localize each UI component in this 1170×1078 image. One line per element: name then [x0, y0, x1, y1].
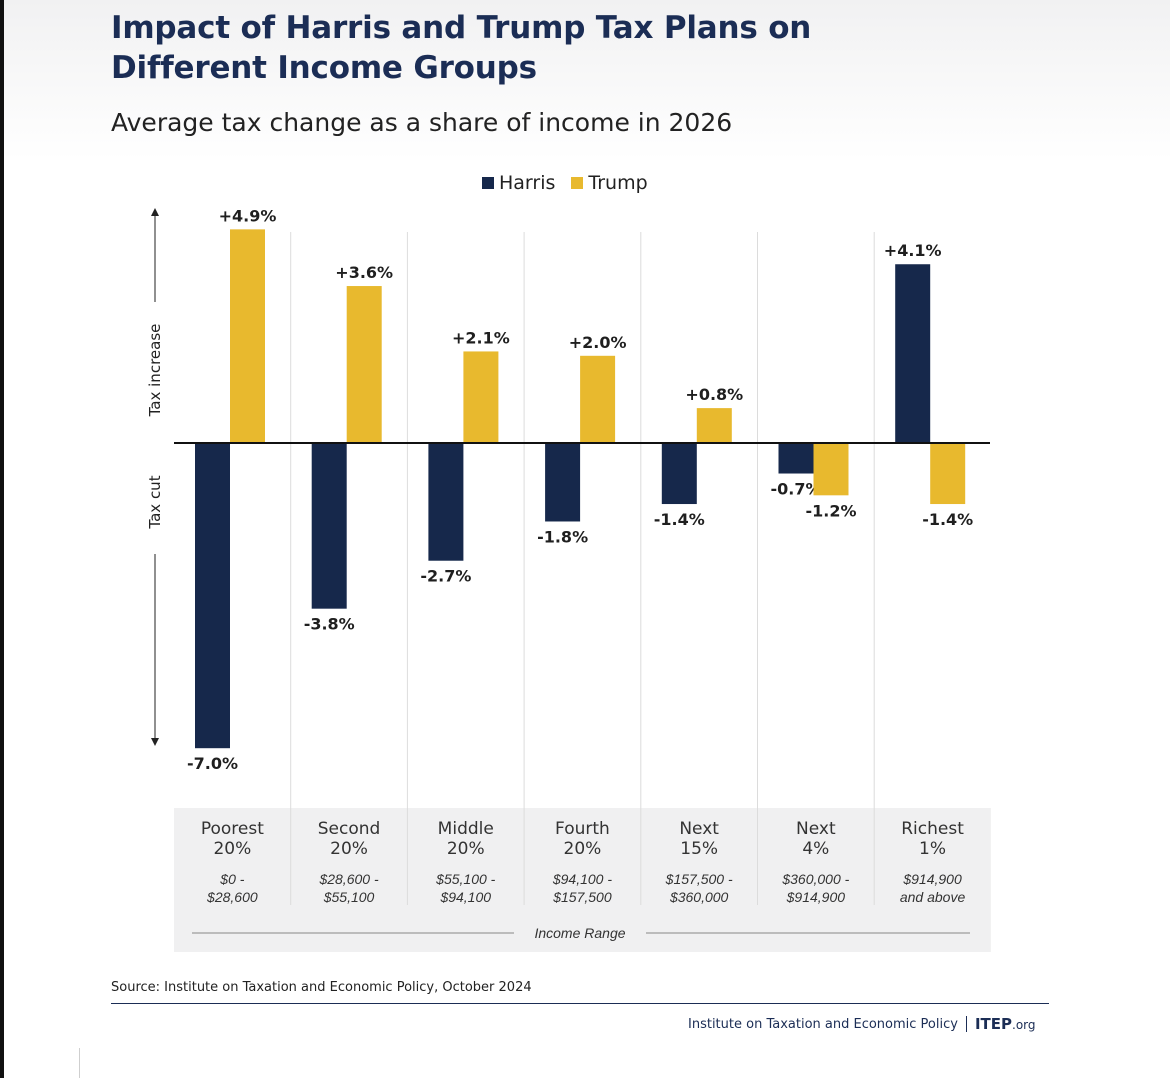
source-note: Source: Institute on Taxation and Econom… [111, 980, 532, 995]
data-label-harris-6: -0.7% [770, 480, 821, 499]
category-share: 4% [802, 839, 829, 859]
category-range-end: and above [900, 889, 966, 905]
category-label: Richest [901, 819, 964, 839]
category-label: Next [679, 819, 719, 839]
category-label: Next [796, 819, 836, 839]
category-range-end: $55,100 [323, 889, 375, 905]
footer-credit: Institute on Taxation and Economic Polic… [688, 1015, 1036, 1033]
credit-separator [965, 1016, 967, 1032]
data-label-harris-1: -7.0% [187, 754, 238, 773]
category-range-end: $28,600 [206, 889, 258, 905]
legend-swatch-harris [482, 177, 494, 189]
data-label-trump-3: +2.1% [452, 328, 510, 347]
logo-main: ITEP [974, 1015, 1013, 1033]
bar-trump-6 [813, 443, 849, 496]
category-label: Fourth [555, 819, 610, 839]
category-share: 15% [680, 839, 718, 859]
bar-trump-1 [230, 229, 265, 443]
itep-logo: ITEP.org [975, 1015, 1036, 1033]
arrow-up-icon [151, 208, 159, 216]
y-axis-label-cut: Tax cut [146, 475, 164, 529]
data-label-harris-5: -1.4% [654, 510, 705, 529]
category-range-end: $914,900 [786, 889, 846, 905]
bar-harris-2 [311, 443, 347, 609]
category-range-end: $94,100 [439, 889, 491, 905]
footer-rule [111, 1003, 1049, 1004]
logo-suffix: .org [1012, 1018, 1036, 1032]
data-label-harris-7: +4.1% [884, 241, 942, 260]
legend-label-harris: Harris [499, 172, 556, 194]
legend-item-trump: Trump [571, 172, 648, 194]
category-range-start: $914,900 [902, 871, 962, 887]
data-label-trump-5: +0.8% [685, 385, 743, 404]
category-share: 20% [330, 839, 368, 859]
category-share: 20% [213, 839, 251, 859]
bar-harris-1 [195, 443, 230, 749]
y-axis-label-increase: Tax increase [146, 324, 164, 418]
category-label: Middle [438, 819, 494, 839]
bar-trump-7 [930, 443, 966, 505]
chart-title: Impact of Harris and Trump Tax Plans on … [111, 8, 811, 88]
category-share: 1% [919, 839, 946, 859]
left-edge [0, 0, 4, 1078]
bar-harris-3 [428, 443, 464, 561]
bar-harris-6 [778, 443, 814, 474]
bar-trump-4 [580, 355, 616, 443]
x-axis-label: Income Range [534, 925, 625, 941]
data-label-trump-1: +4.9% [219, 206, 277, 225]
page-stub-line [79, 1048, 80, 1078]
category-range-start: $360,000 - [781, 871, 849, 887]
org-name: Institute on Taxation and Economic Polic… [688, 1016, 958, 1032]
data-label-harris-3: -2.7% [420, 567, 471, 586]
legend-item-harris: Harris [482, 172, 555, 194]
category-label: Poorest [201, 819, 264, 839]
chart-subtitle: Average tax change as a share of income … [111, 108, 733, 137]
bar-harris-4 [545, 443, 581, 522]
data-label-trump-4: +2.0% [569, 333, 627, 352]
data-label-harris-2: -3.8% [304, 615, 355, 634]
category-label: Second [318, 819, 381, 839]
title-line-2: Different Income Groups [111, 50, 537, 86]
data-label-trump-7: -1.4% [922, 510, 973, 529]
legend-label-trump: Trump [588, 172, 648, 194]
category-share: 20% [564, 839, 602, 859]
legend-swatch-trump [571, 177, 584, 189]
category-range-start: $0 - [219, 871, 244, 887]
bar-trump-5 [696, 408, 732, 443]
arrow-down-icon [151, 738, 159, 746]
category-range-end: $157,500 [552, 889, 612, 905]
category-range-start: $157,500 - [665, 871, 733, 887]
title-line-1: Impact of Harris and Trump Tax Plans on [111, 10, 812, 46]
category-range-end: $360,000 [669, 889, 729, 905]
data-label-trump-6: -1.2% [805, 501, 856, 520]
data-label-harris-4: -1.8% [537, 527, 588, 546]
bar-harris-5 [661, 443, 697, 505]
legend: Harris Trump [482, 172, 648, 194]
data-label-trump-2: +3.6% [335, 263, 393, 282]
category-share: 20% [447, 839, 485, 859]
category-range-start: $94,100 - [552, 871, 612, 887]
bar-trump-3 [463, 351, 499, 443]
category-range-start: $55,100 - [435, 871, 495, 887]
bar-harris-7 [895, 264, 931, 443]
bar-trump-2 [346, 286, 382, 443]
category-range-start: $28,600 - [318, 871, 378, 887]
category-panel [174, 808, 991, 952]
